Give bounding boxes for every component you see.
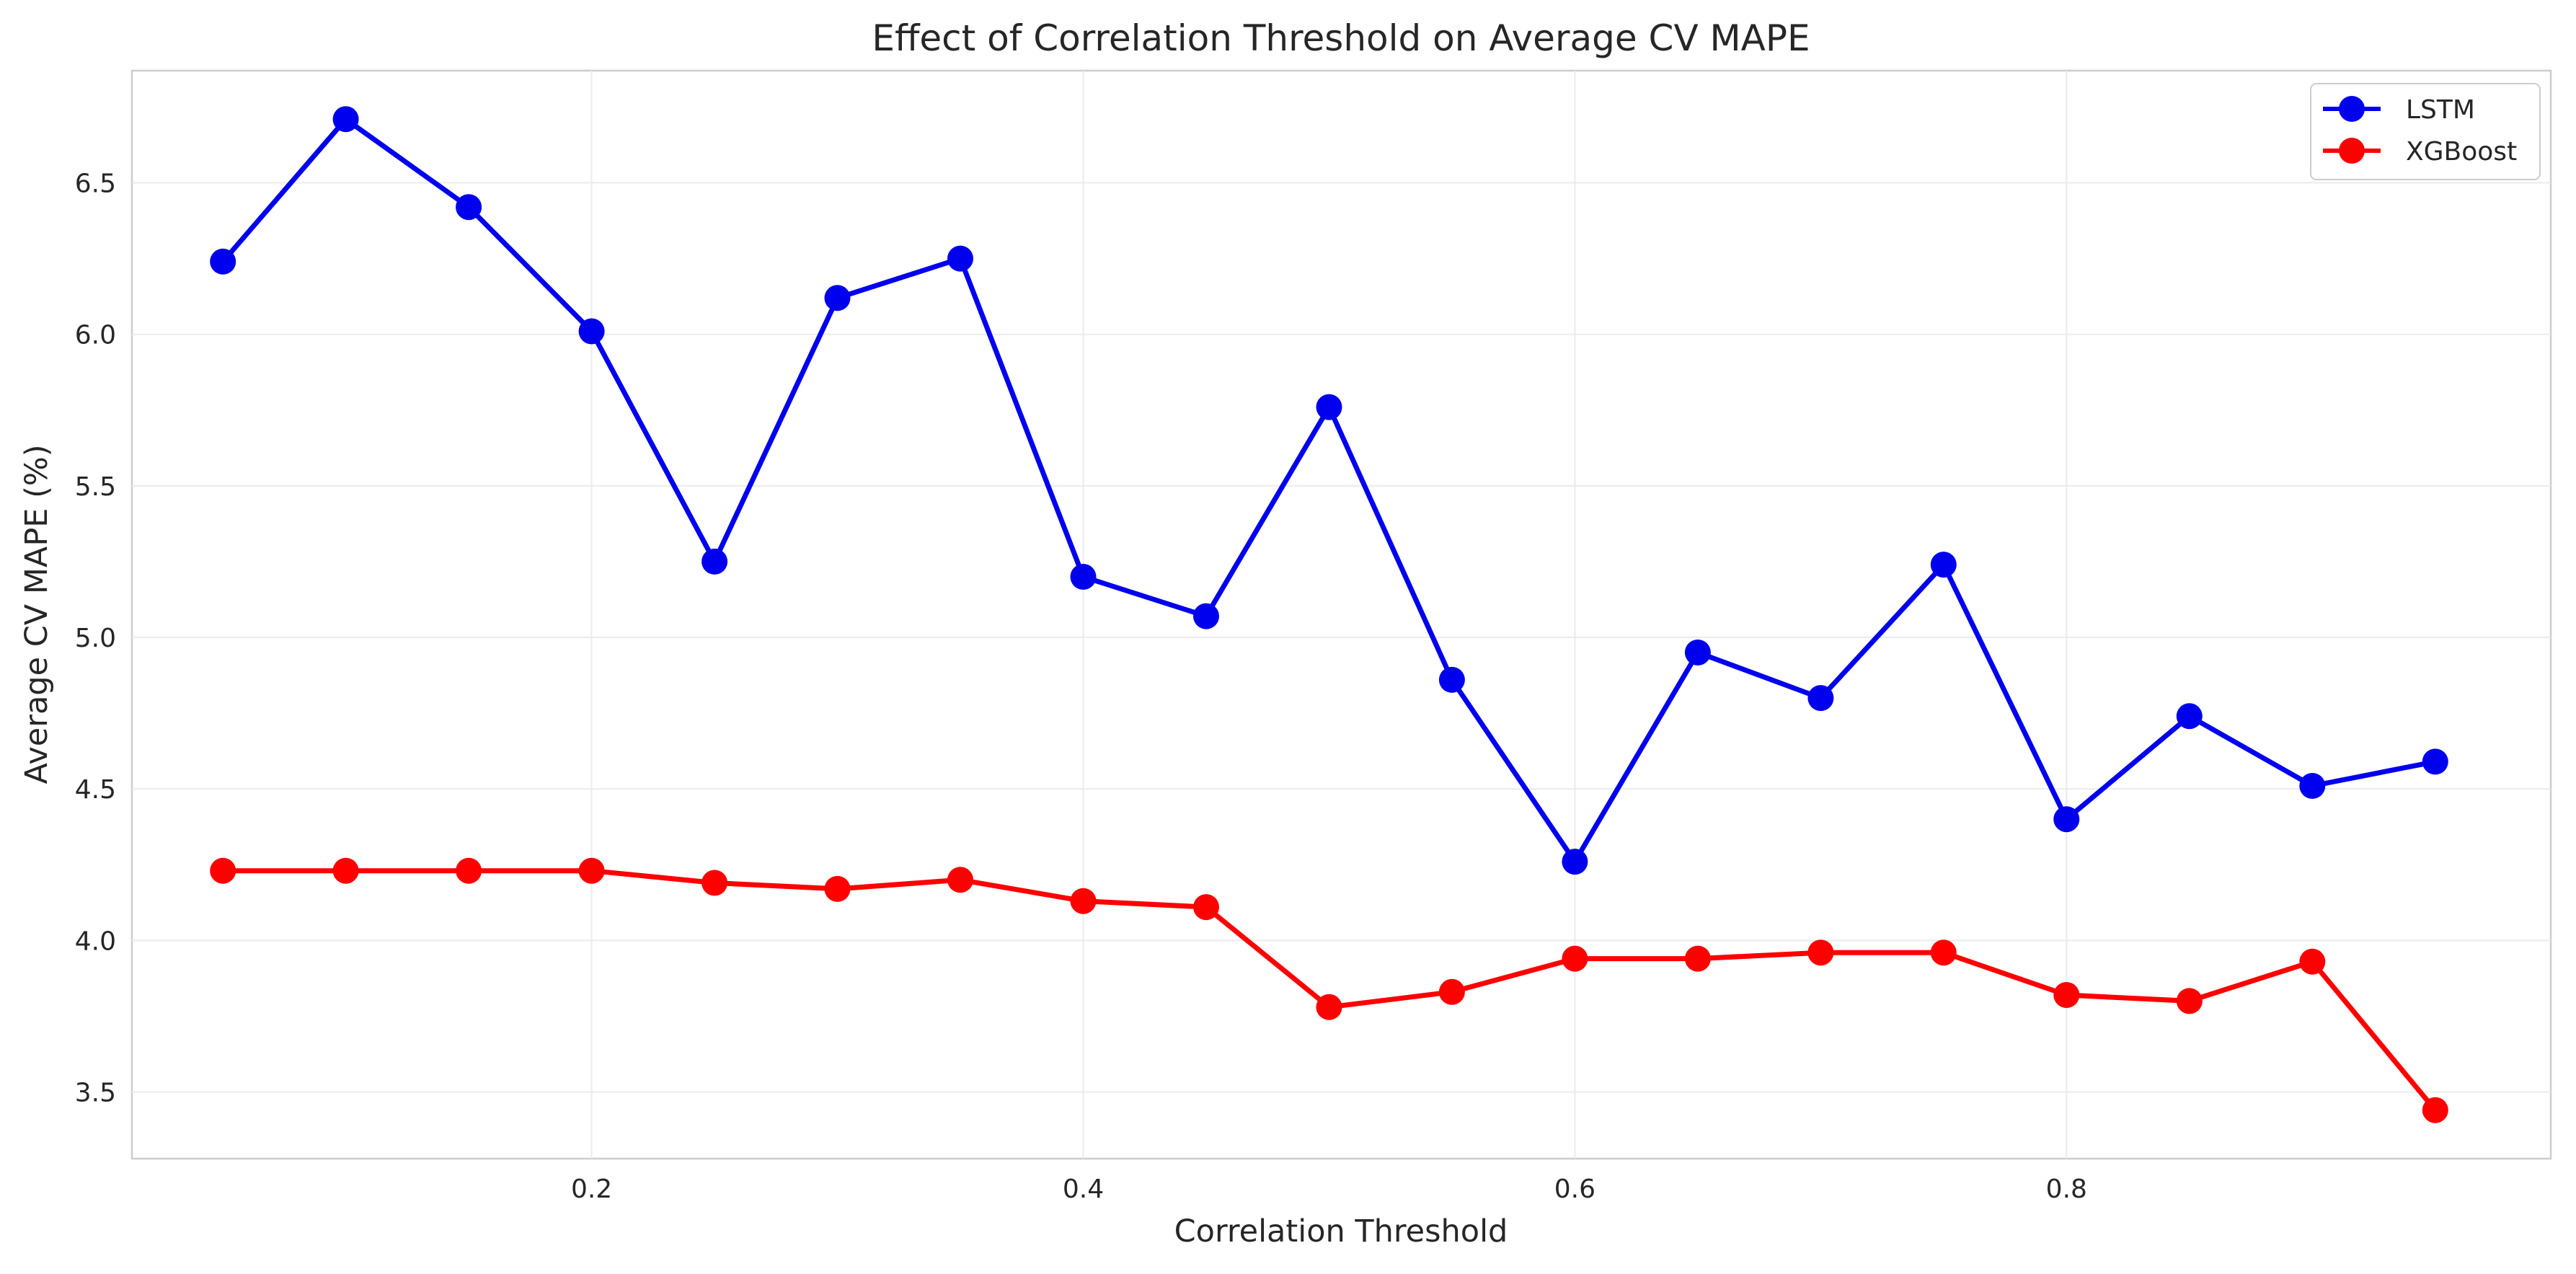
- x-tick-label: 0.2: [571, 1175, 612, 1204]
- data-point-lstm: [701, 548, 728, 575]
- data-point-xgboost: [1070, 888, 1097, 914]
- data-point-xgboost: [210, 857, 236, 884]
- data-point-lstm: [1807, 685, 1834, 712]
- data-point-xgboost: [701, 870, 728, 896]
- data-point-xgboost: [1684, 945, 1711, 972]
- series-xgboost: [210, 857, 2448, 1123]
- data-point-xgboost: [1193, 894, 1219, 921]
- y-tick-label: 6.0: [75, 321, 116, 350]
- x-axis-label: Correlation Threshold: [1174, 1213, 1508, 1249]
- data-point-xgboost: [2422, 1097, 2448, 1123]
- y-axis-label: Average CV MAPE (%): [19, 444, 55, 784]
- data-point-xgboost: [2176, 988, 2203, 1014]
- data-point-lstm: [824, 285, 851, 311]
- y-tick-label: 6.5: [75, 169, 116, 199]
- data-point-lstm: [578, 318, 605, 345]
- x-tick-label: 0.4: [1063, 1175, 1104, 1204]
- legend-entry-xgboost: XGBoost: [2323, 137, 2517, 167]
- data-point-lstm: [1438, 666, 1465, 693]
- series-lines: [210, 106, 2448, 1123]
- y-tick-label: 3.5: [75, 1079, 116, 1108]
- data-point-xgboost: [1438, 978, 1465, 1005]
- data-point-lstm: [210, 248, 236, 275]
- data-point-lstm: [1193, 603, 1219, 629]
- data-point-xgboost: [1316, 994, 1342, 1020]
- data-point-xgboost: [824, 875, 851, 902]
- data-point-xgboost: [1930, 939, 1957, 966]
- data-point-xgboost: [1807, 939, 1834, 966]
- data-point-xgboost: [456, 857, 482, 884]
- data-point-xgboost: [332, 857, 359, 884]
- legend: LSTM XGBoost: [2310, 83, 2541, 180]
- x-axis-ticks: 0.2 0.4 0.6 0.8: [571, 1175, 2087, 1204]
- grid-lines: [132, 71, 2551, 1159]
- legend-marker-xgboost: [2339, 138, 2365, 164]
- y-tick-label: 5.0: [75, 624, 116, 653]
- series-lstm: [210, 106, 2448, 875]
- legend-label-xgboost: XGBoost: [2406, 137, 2517, 167]
- data-point-lstm: [1316, 394, 1342, 420]
- data-point-lstm: [2422, 748, 2448, 775]
- plot-area: [130, 69, 2552, 1160]
- data-point-lstm: [456, 194, 482, 221]
- y-tick-label: 5.5: [75, 472, 116, 502]
- data-point-lstm: [947, 245, 973, 272]
- data-point-xgboost: [2053, 982, 2080, 1008]
- data-point-lstm: [2053, 806, 2080, 833]
- data-point-xgboost: [947, 867, 973, 893]
- data-point-lstm: [1562, 849, 1588, 875]
- x-tick-label: 0.6: [1554, 1175, 1595, 1204]
- data-point-lstm: [2176, 703, 2203, 730]
- chart-title: Effect of Correlation Threshold on Avera…: [872, 17, 1810, 59]
- legend-label-lstm: LSTM: [2406, 95, 2475, 125]
- y-tick-label: 4.5: [75, 775, 116, 805]
- x-tick-label: 0.8: [2046, 1175, 2087, 1204]
- data-point-lstm: [1070, 564, 1097, 590]
- legend-entry-lstm: LSTM: [2323, 95, 2475, 125]
- data-point-lstm: [332, 106, 359, 133]
- data-point-xgboost: [1562, 945, 1588, 972]
- data-point-xgboost: [578, 857, 605, 884]
- data-point-lstm: [1930, 552, 1957, 578]
- data-point-lstm: [1684, 640, 1711, 665]
- legend-marker-lstm: [2339, 96, 2365, 122]
- data-point-lstm: [2299, 773, 2326, 799]
- y-axis-ticks: 3.5 4.0 4.5 5.0 5.5 6.0 6.5: [75, 169, 116, 1108]
- data-point-xgboost: [2299, 948, 2326, 975]
- y-tick-label: 4.0: [75, 926, 116, 956]
